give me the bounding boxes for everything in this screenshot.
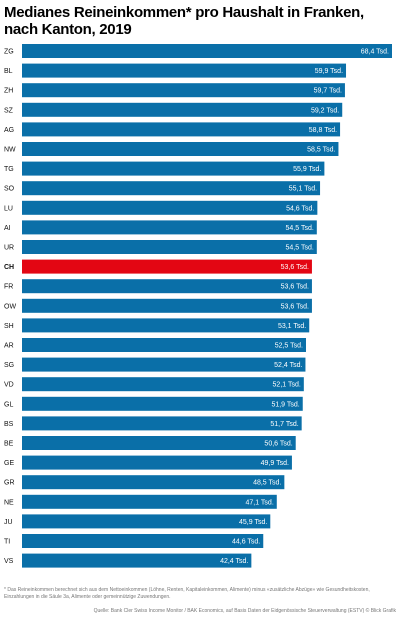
- value-label-sh: 53,1 Tsd.: [278, 323, 306, 330]
- value-label-ag: 58,8 Tsd.: [309, 127, 337, 134]
- bar-ai: [22, 220, 317, 235]
- category-label-zg: ZG: [4, 49, 14, 56]
- category-label-zh: ZH: [4, 88, 13, 95]
- category-label-gl: GL: [4, 401, 13, 408]
- value-label-ow: 53,6 Tsd.: [281, 303, 309, 310]
- value-label-bl: 59,9 Tsd.: [315, 68, 343, 75]
- bar-ar: [22, 338, 306, 352]
- bar-be: [22, 436, 296, 450]
- bar-bl: [22, 63, 347, 78]
- bar-zg: [22, 44, 392, 58]
- bar-ju: [22, 514, 271, 529]
- bar-ow: [22, 298, 312, 313]
- value-label-gl: 51,9 Tsd.: [271, 401, 299, 408]
- bar-bs: [22, 416, 302, 431]
- bar-ti: [22, 534, 264, 548]
- value-label-zg: 68,4 Tsd.: [361, 49, 389, 56]
- category-label-ch: CH: [4, 264, 14, 271]
- category-label-ai: AI: [4, 225, 11, 232]
- category-label-so: SO: [4, 186, 15, 193]
- category-label-ne: NE: [4, 499, 14, 506]
- value-label-so: 55,1 Tsd.: [289, 186, 317, 193]
- value-label-ur: 54,5 Tsd.: [286, 245, 314, 252]
- bar-ge: [22, 455, 292, 470]
- category-label-ur: UR: [4, 245, 14, 252]
- bar-vs: [22, 553, 252, 568]
- value-label-vs: 42,4 Tsd.: [220, 558, 248, 565]
- category-label-sh: SH: [4, 323, 14, 330]
- bar-ne: [22, 494, 277, 509]
- bar-ur: [22, 240, 317, 254]
- value-label-nw: 58,5 Tsd.: [307, 147, 335, 154]
- bar-sg: [22, 357, 306, 372]
- bar-fr: [22, 279, 312, 294]
- value-label-lu: 54,6 Tsd.: [286, 205, 314, 212]
- category-label-sz: SZ: [4, 107, 14, 114]
- value-label-ge: 49,9 Tsd.: [261, 460, 289, 467]
- footnote: * Das Reineinkommen berechnet sich aus d…: [4, 587, 370, 600]
- value-label-bs: 51,7 Tsd.: [270, 421, 298, 428]
- value-label-ch: 53,6 Tsd.: [281, 264, 309, 271]
- category-label-be: BE: [4, 441, 14, 448]
- category-label-ag: AG: [4, 127, 14, 134]
- bar-tg: [22, 161, 325, 176]
- value-label-sg: 52,4 Tsd.: [274, 362, 302, 369]
- category-label-bs: BS: [4, 421, 14, 428]
- bar-gl: [22, 396, 303, 411]
- bar-lu: [22, 200, 318, 215]
- value-label-tg: 55,9 Tsd.: [293, 166, 321, 173]
- bar-gr: [22, 475, 285, 490]
- value-label-zh: 59,7 Tsd.: [314, 88, 342, 95]
- bar-vd: [22, 377, 304, 392]
- category-label-ar: AR: [4, 343, 14, 350]
- category-label-ow: OW: [4, 303, 16, 310]
- bar-nw: [22, 142, 339, 156]
- category-label-tg: TG: [4, 166, 14, 173]
- value-label-fr: 53,6 Tsd.: [281, 284, 309, 291]
- bar-sz: [22, 102, 343, 117]
- bar-ch: [22, 259, 312, 274]
- chart-title: Medianes Reineinkommen* pro Haushalt in …: [4, 4, 364, 38]
- category-label-ge: GE: [4, 460, 14, 467]
- value-label-gr: 48,5 Tsd.: [253, 480, 281, 487]
- category-label-nw: NW: [4, 147, 16, 154]
- category-label-ju: JU: [4, 519, 13, 526]
- source-credit: Quelle: Bank Cler Swiss Income Monitor /…: [93, 608, 396, 614]
- category-label-sg: SG: [4, 362, 14, 369]
- bar-sh: [22, 318, 310, 333]
- value-label-ne: 47,1 Tsd.: [245, 499, 273, 506]
- category-label-bl: BL: [4, 68, 13, 75]
- value-label-be: 50,6 Tsd.: [264, 441, 292, 448]
- category-label-lu: LU: [4, 205, 13, 212]
- bar-zh: [22, 83, 345, 98]
- value-label-ai: 54,5 Tsd.: [286, 225, 314, 232]
- bar-ag: [22, 122, 341, 137]
- value-label-sz: 59,2 Tsd.: [311, 107, 339, 114]
- category-label-fr: FR: [4, 284, 13, 291]
- category-label-gr: GR: [4, 480, 15, 487]
- value-label-ar: 52,5 Tsd.: [275, 343, 303, 350]
- value-label-ju: 45,9 Tsd.: [239, 519, 267, 526]
- bar-so: [22, 181, 321, 196]
- category-label-ti: TI: [4, 539, 10, 546]
- category-label-vd: VD: [4, 382, 14, 389]
- value-label-vd: 52,1 Tsd.: [273, 382, 301, 389]
- value-label-ti: 44,6 Tsd.: [232, 539, 260, 546]
- category-label-vs: VS: [4, 558, 14, 565]
